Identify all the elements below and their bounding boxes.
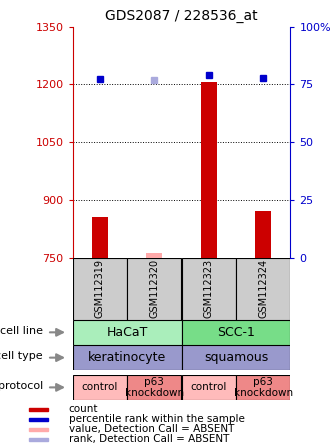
Text: GSM112319: GSM112319 (95, 259, 105, 318)
Bar (73, 375, 127, 400)
Text: value, Detection Call = ABSENT: value, Detection Call = ABSENT (69, 424, 234, 434)
Bar (182, 320, 290, 345)
Bar (73, 320, 182, 345)
Text: GSM112323: GSM112323 (204, 259, 214, 318)
Bar (29, 418, 48, 421)
Text: control: control (190, 382, 227, 392)
Bar (146, 253, 162, 258)
Text: squamous: squamous (204, 351, 268, 364)
Text: cell line: cell line (0, 326, 43, 336)
Bar (29, 408, 48, 411)
Bar (73, 258, 127, 320)
Text: GSM112324: GSM112324 (258, 259, 268, 318)
Title: GDS2087 / 228536_at: GDS2087 / 228536_at (105, 9, 258, 23)
Text: SCC-1: SCC-1 (217, 326, 255, 339)
Bar (182, 258, 236, 320)
Text: percentile rank within the sample: percentile rank within the sample (69, 414, 245, 424)
Text: rank, Detection Call = ABSENT: rank, Detection Call = ABSENT (69, 434, 229, 444)
Text: HaCaT: HaCaT (106, 326, 148, 339)
Bar (236, 258, 290, 320)
Text: control: control (82, 382, 118, 392)
Bar (255, 211, 271, 258)
Text: count: count (69, 404, 98, 414)
Bar (29, 438, 48, 441)
Bar (182, 375, 236, 400)
Bar (236, 375, 290, 400)
Text: protocol: protocol (0, 381, 43, 391)
Text: GSM112320: GSM112320 (149, 259, 159, 318)
Bar (73, 345, 182, 370)
Bar (29, 428, 48, 431)
Text: keratinocyte: keratinocyte (88, 351, 166, 364)
Text: p63
knockdown: p63 knockdown (125, 377, 184, 398)
Bar (127, 375, 182, 400)
Bar (127, 258, 182, 320)
Text: cell type: cell type (0, 351, 43, 361)
Bar (201, 83, 217, 258)
Text: p63
knockdown: p63 knockdown (234, 377, 293, 398)
Bar (182, 345, 290, 370)
Bar (92, 217, 108, 258)
